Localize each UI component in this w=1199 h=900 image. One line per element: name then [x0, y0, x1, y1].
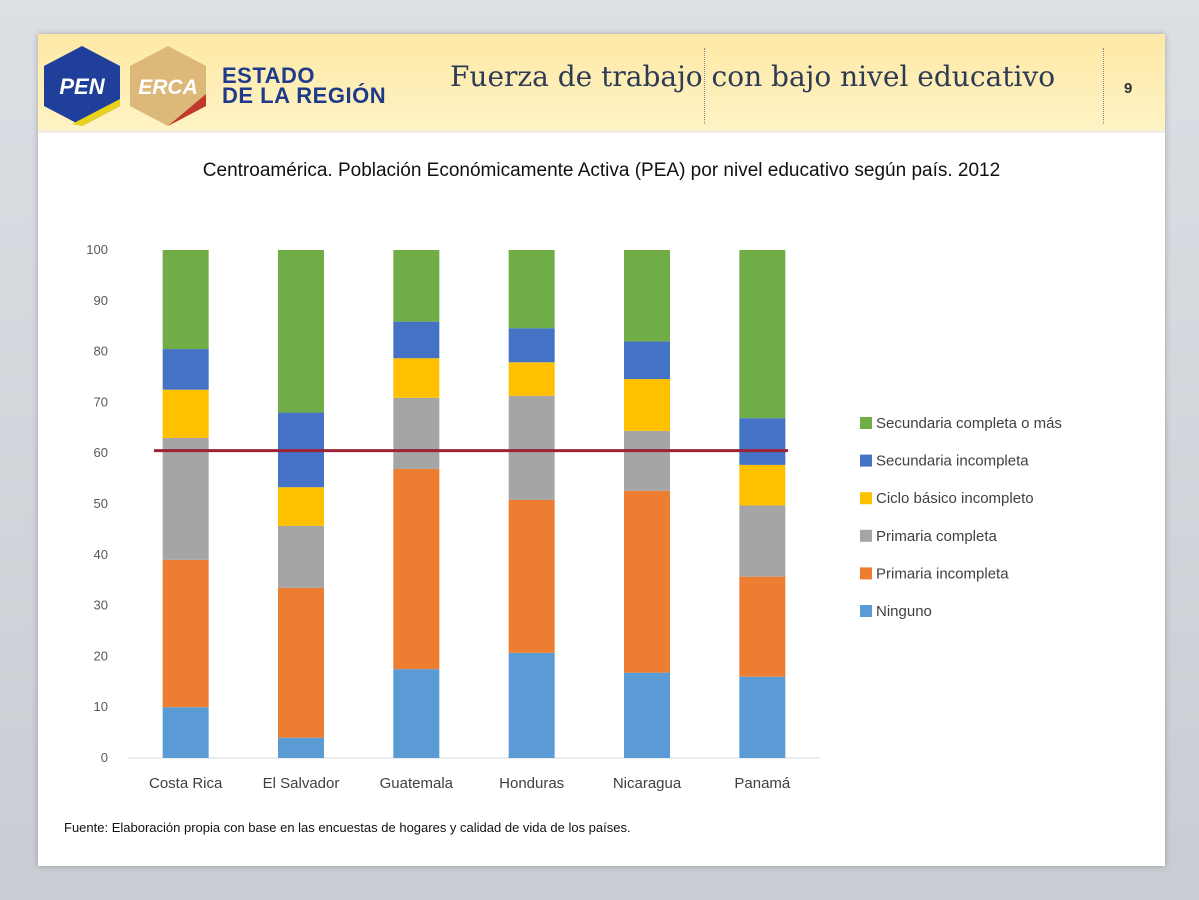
bar-segment — [739, 250, 786, 419]
slide: PEN ERCA ESTADO DE LA REGIÓN Fuerza de t… — [38, 34, 1165, 866]
pen-logo-text: PEN — [59, 74, 105, 99]
y-tick-label: 40 — [94, 547, 108, 562]
legend-swatch — [860, 567, 872, 580]
bar-segment — [162, 559, 209, 708]
bar-segment — [393, 321, 440, 359]
stacked-bar-chart: 0 10 20 30 40 50 60 70 80 90 100 Costa Rica El Salva… — [86, 242, 1062, 792]
bar-segment — [739, 576, 786, 677]
bar-segment — [393, 358, 440, 398]
legend-label: Primaria incompleta — [876, 565, 1009, 582]
bar-segment — [508, 499, 555, 653]
divider — [1103, 48, 1104, 124]
y-tick-label: 80 — [94, 344, 108, 359]
bar-segment — [278, 487, 324, 526]
bar-segment — [624, 430, 670, 491]
y-tick-label: 20 — [94, 648, 108, 663]
bar-segment — [624, 490, 670, 673]
divider — [704, 48, 705, 124]
legend-label: Ciclo básico incompleto — [876, 490, 1034, 507]
bar-segment — [162, 349, 209, 390]
y-tick-label: 60 — [94, 445, 108, 460]
legend-swatch — [860, 529, 872, 542]
bar-segment — [162, 437, 209, 560]
bar-segment — [508, 250, 555, 329]
bar-segment — [739, 464, 786, 506]
legend-swatch — [860, 417, 872, 429]
bar-segment — [278, 737, 324, 758]
x-tick-label: El Salvador — [263, 775, 340, 792]
y-tick-label: 100 — [86, 242, 108, 257]
bar-segment — [624, 379, 670, 431]
erca-logo-text: ERCA — [138, 76, 198, 99]
y-tick-label: 70 — [94, 394, 108, 409]
bar-segment — [624, 672, 670, 758]
brand-line-1: ESTADO — [222, 63, 316, 88]
bar-segment — [508, 362, 555, 396]
legend-label: Secundaria completa o más — [876, 415, 1062, 432]
bar-segment — [278, 587, 324, 738]
bar-segment — [508, 328, 555, 363]
x-tick-label: Panamá — [734, 775, 791, 792]
legend-swatch — [860, 492, 872, 505]
y-tick-label: 10 — [94, 699, 108, 714]
bar-segment — [508, 652, 555, 758]
header-band: PEN ERCA ESTADO DE LA REGIÓN Fuerza de t… — [38, 34, 1165, 133]
bar-segment — [393, 397, 440, 469]
slide-title: Fuerza de trabajo con bajo nivel educati… — [450, 60, 1056, 93]
erca-logo: ERCA — [128, 44, 208, 128]
legend-label: Primaria completa — [876, 528, 998, 545]
y-tick-label: 30 — [94, 598, 108, 613]
legend-swatch — [860, 605, 872, 617]
bar-segment — [393, 250, 440, 322]
pen-logo: PEN — [42, 44, 122, 128]
chart-title: Centroamérica. Población Económicamente … — [202, 160, 1001, 181]
bar-segment — [739, 676, 786, 758]
y-tick-label: 0 — [101, 750, 108, 765]
bar-segment — [393, 669, 440, 758]
y-tick-label: 50 — [94, 496, 108, 511]
bar-segment — [162, 250, 209, 350]
x-tick-label: Honduras — [499, 775, 564, 792]
bar-segment — [624, 341, 670, 380]
bar-segment — [162, 389, 209, 438]
source-note: Fuente: Elaboración propia con base en l… — [64, 820, 631, 835]
bar-segment — [162, 707, 209, 758]
bar-segment — [278, 525, 324, 588]
legend-swatch — [860, 454, 872, 467]
x-tick-label: Nicaragua — [613, 775, 682, 792]
x-tick-label: Costa Rica — [149, 775, 223, 792]
brand-line-2: DE LA REGIÓN — [222, 83, 387, 108]
bar-segment — [508, 395, 555, 500]
brand-name: ESTADO DE LA REGIÓN — [222, 63, 387, 108]
page-number: 9 — [1124, 80, 1133, 97]
y-tick-label: 90 — [94, 293, 108, 308]
bar-segment — [739, 418, 786, 465]
bar-segment — [278, 250, 324, 413]
bar-segment — [624, 250, 670, 342]
x-tick-label: Guatemala — [380, 775, 454, 792]
legend-label: Ninguno — [876, 603, 932, 620]
bar-segment — [393, 468, 440, 670]
bar-segment — [739, 505, 786, 577]
legend-label: Secundaria incompleta — [876, 453, 1029, 470]
